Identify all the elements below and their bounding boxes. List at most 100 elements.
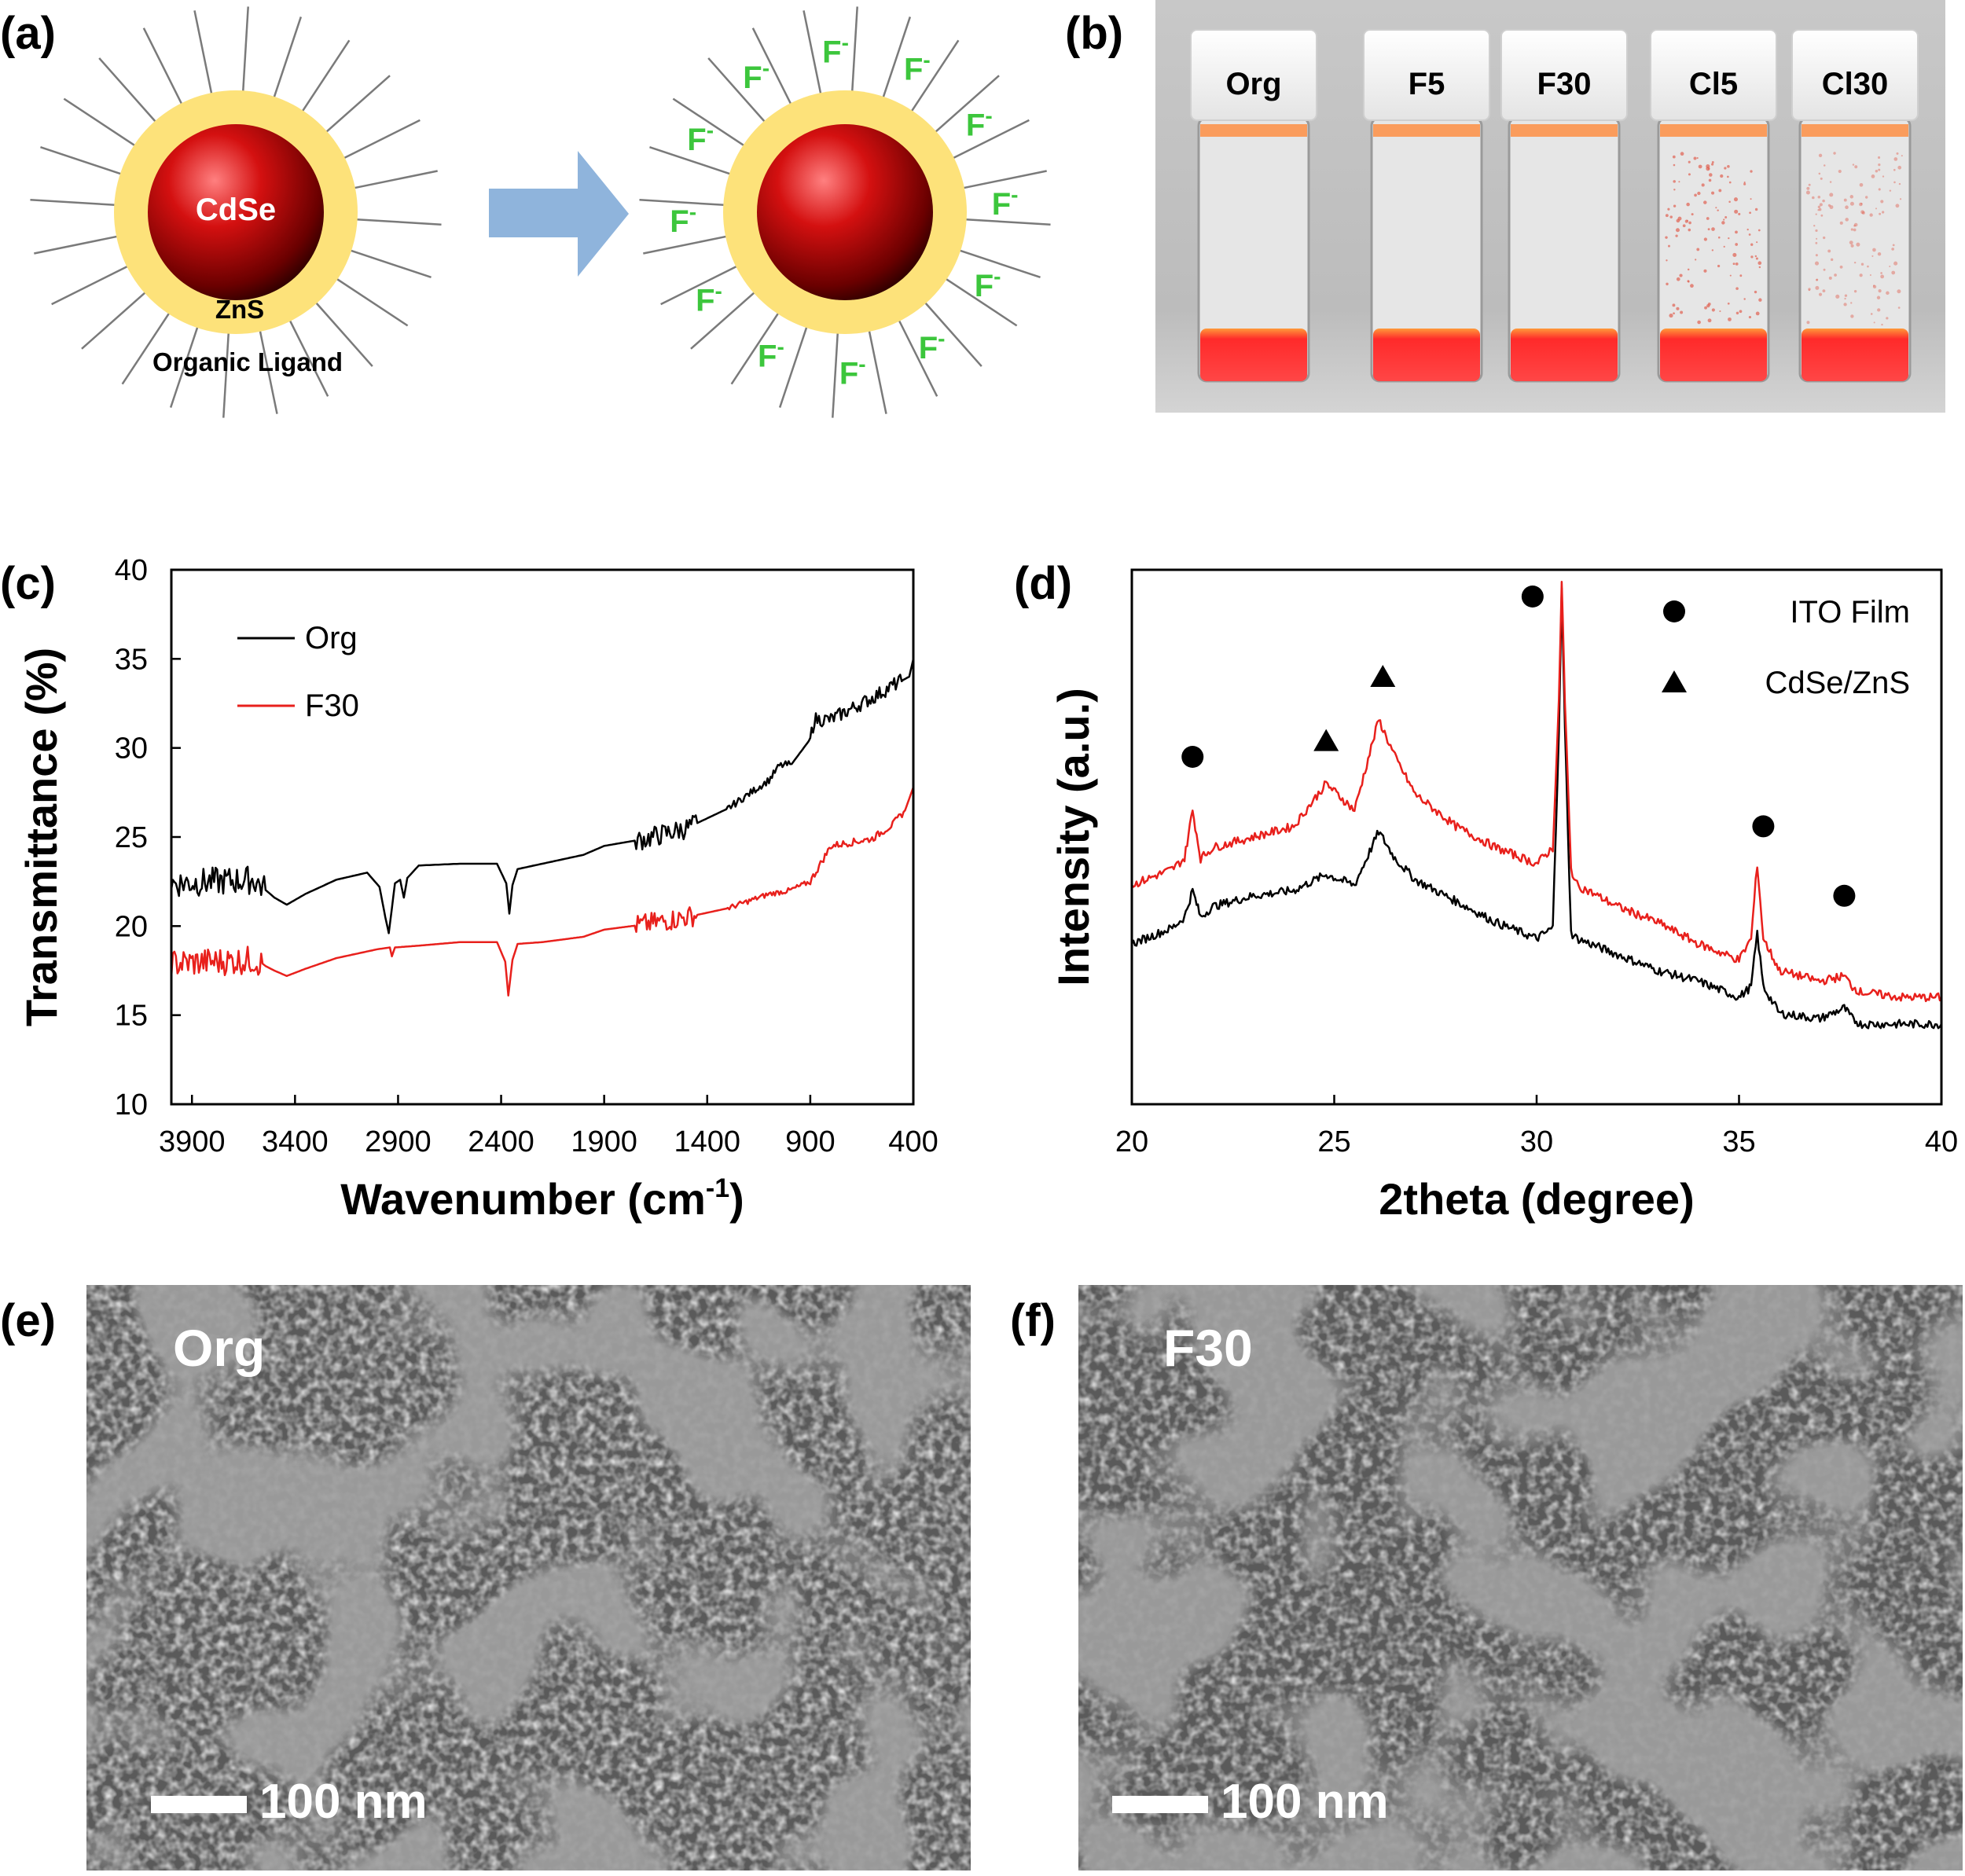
precipitate-particle: [1827, 249, 1831, 253]
legend-entry: ITO Film: [1790, 595, 1910, 630]
precipitate-particle: [1758, 298, 1762, 302]
ligand-line: [121, 310, 172, 385]
ligand-line: [942, 276, 1018, 327]
ftir-chart: 3900 3400 2900 2400 1900 1400 900 400 10 15 20 25 30…: [17, 554, 938, 1224]
series-line-org: [171, 659, 913, 934]
precipitate-particle: [1880, 274, 1885, 279]
precipitate-particle: [1867, 265, 1869, 268]
precipitate-particle: [1755, 311, 1760, 316]
precipitate-particle: [1719, 310, 1721, 313]
precipitate-particle: [1676, 277, 1680, 281]
fluoride-ion-label: F-: [670, 200, 696, 239]
ligand-line: [193, 10, 214, 97]
core-label: CdSe: [196, 193, 276, 227]
plot-frame: [170, 568, 915, 1106]
precipitate-particle: [1696, 156, 1699, 160]
ligand-line: [287, 317, 329, 397]
precipitate-particle: [1728, 317, 1732, 321]
ligand-line: [660, 263, 740, 306]
precipitate-particle: [1750, 243, 1754, 246]
precipitate-particle: [1672, 155, 1676, 159]
fluoride-ion-label: F-: [975, 264, 1001, 303]
ligand-line: [142, 28, 185, 108]
precipitate-particle: [1861, 211, 1865, 215]
vial-neck-film: [1660, 124, 1767, 137]
precipitate-particle: [1743, 182, 1746, 185]
precipitate-particle: [1860, 202, 1863, 205]
ligand-line: [351, 170, 438, 190]
precipitate-particle: [1808, 288, 1811, 291]
precipitate-particle: [1728, 181, 1732, 184]
precipitate-particle: [1844, 297, 1846, 300]
precipitate-particle: [1727, 302, 1730, 305]
precipitate-particle: [1673, 189, 1676, 191]
precipitate-particle: [1893, 157, 1898, 161]
precipitate-particle: [1849, 240, 1853, 245]
precipitate-particle: [1897, 289, 1901, 294]
precipitate-particle: [1726, 175, 1729, 178]
precipitate-particle: [1739, 310, 1743, 314]
precipitate-particle: [1845, 205, 1849, 210]
ligand-line: [896, 317, 938, 397]
precipitate-particle: [1819, 203, 1823, 207]
ligand-line: [241, 6, 249, 95]
precipitate-particle: [1757, 229, 1761, 232]
precipitate-particle: [1898, 182, 1901, 185]
y-tick-label: 30: [115, 732, 148, 765]
precipitate-particle: [1669, 314, 1673, 318]
precipitate-particle: [1875, 207, 1878, 210]
precipitate-particle: [1757, 261, 1762, 266]
ligand-line: [778, 323, 809, 408]
precipitate-particle: [1823, 164, 1826, 167]
precipitate-particle: [1675, 228, 1680, 233]
precipitate-particle: [1818, 153, 1823, 157]
x-tick-label: 2900: [365, 1125, 432, 1158]
precipitate-particle: [1843, 198, 1847, 202]
x-tick-label: 900: [785, 1125, 835, 1158]
fluoride-ion-label: F-: [966, 103, 993, 142]
shell-label: ZnS: [215, 295, 264, 324]
vial: Org: [1190, 29, 1317, 383]
x-tick-label: 3400: [262, 1125, 329, 1158]
sem-sample-label-f: F30: [1163, 1319, 1253, 1377]
precipitate-particle: [1873, 321, 1875, 324]
sem-sample-label-e: Org: [173, 1319, 265, 1377]
precipitate-particle: [1666, 282, 1669, 286]
precipitate-particle: [1893, 181, 1896, 184]
precipitate-particle: [1829, 205, 1834, 210]
vial-liquid: [1511, 329, 1618, 381]
precipitate-particle: [1823, 268, 1826, 271]
precipitate-particle: [1669, 215, 1673, 218]
ligand-line: [40, 145, 125, 176]
precipitate-particle: [1707, 318, 1712, 323]
precipitate-particle: [1748, 233, 1751, 236]
precipitate-particle: [1743, 298, 1746, 300]
ligand-line: [51, 263, 131, 306]
vials: Org F5 F30 Cl5 Cl30: [1190, 29, 1919, 383]
y-tick-label: 15: [115, 1000, 148, 1033]
vial-label: F5: [1409, 67, 1445, 101]
precipitate-particle: [1738, 212, 1741, 215]
precipitate-particle: [1728, 200, 1731, 204]
ligand-line: [313, 299, 373, 367]
precipitate-particle: [1878, 168, 1881, 171]
precipitate-particle: [1805, 190, 1810, 195]
precipitate-particle: [1869, 274, 1871, 277]
precipitate-particle: [1889, 265, 1891, 267]
precipitate-particle: [1682, 224, 1686, 228]
vial-label: Cl5: [1689, 67, 1738, 101]
vial-neck-film: [1511, 124, 1618, 137]
precipitate-particle: [1853, 228, 1857, 232]
legend-entry: F30: [305, 688, 359, 723]
ligand-line: [922, 299, 982, 367]
legend-entry: Org: [305, 621, 358, 655]
vial: Cl5: [1650, 29, 1777, 383]
precipitate-particle: [1733, 197, 1738, 202]
precipitate-particle: [1708, 178, 1712, 182]
precipitate-particle: [1717, 236, 1721, 239]
precipitate-particle: [1818, 172, 1821, 175]
panel-label-f: (f): [1010, 1295, 1056, 1346]
vial-liquid: [1373, 329, 1480, 381]
precipitate-particle: [1717, 264, 1721, 268]
y-axis-label: Transmittance (%): [17, 648, 66, 1026]
